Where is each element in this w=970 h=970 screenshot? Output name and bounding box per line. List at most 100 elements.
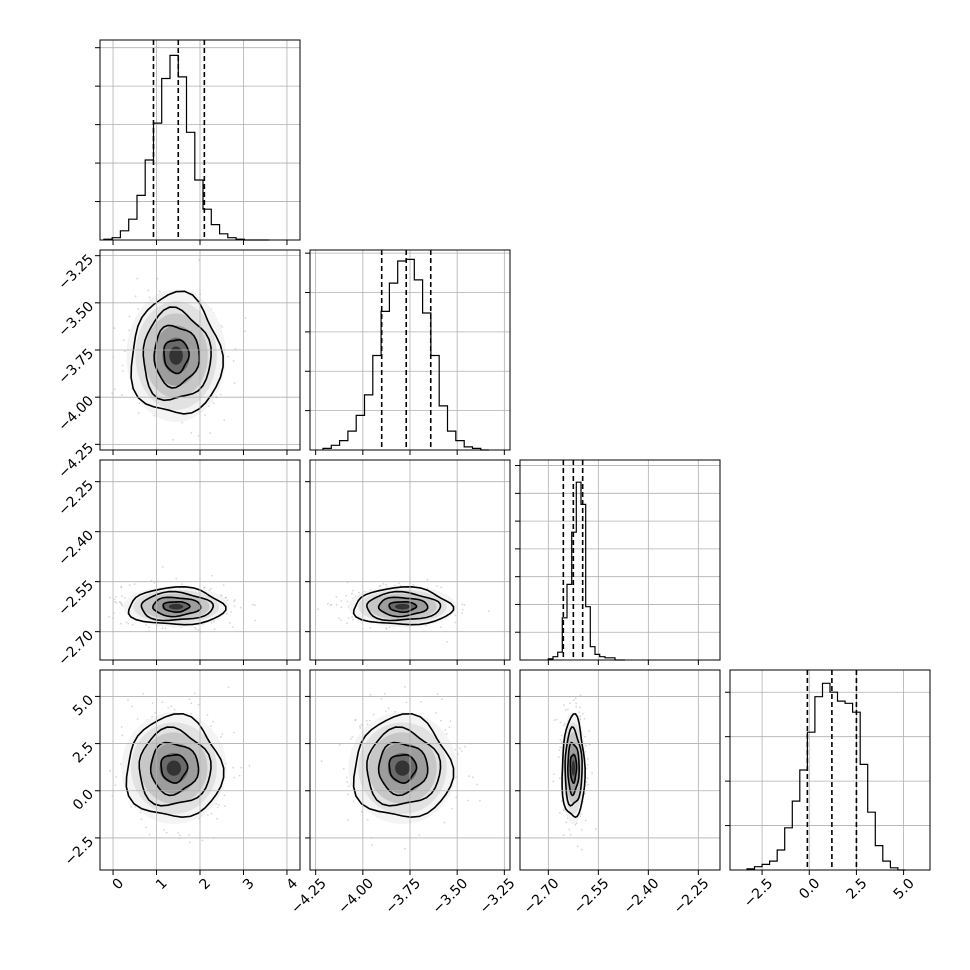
sample-point — [150, 579, 153, 582]
gridlines — [100, 40, 300, 240]
sample-point — [342, 767, 345, 770]
sample-point — [120, 601, 122, 604]
sample-point — [488, 610, 490, 612]
contour-level-1 — [561, 712, 586, 819]
contour-level-4 — [388, 601, 418, 614]
sample-point — [158, 290, 161, 293]
sample-point — [587, 783, 589, 786]
sample-point — [130, 806, 133, 808]
sample-point — [320, 760, 323, 763]
sample-point — [371, 844, 373, 846]
sample-point — [553, 719, 556, 722]
axes-frame — [519, 669, 721, 871]
sample-point — [584, 819, 587, 822]
sample-point — [585, 780, 588, 783]
sample-point — [369, 719, 371, 722]
contour-level-2 — [140, 590, 215, 622]
contour-level-3 — [377, 596, 429, 618]
sample-point — [181, 583, 183, 585]
sample-point — [575, 702, 578, 705]
sample-point — [435, 712, 438, 714]
x-tick-label: 2 — [197, 876, 215, 894]
joint-plot-area — [100, 460, 300, 660]
sample-point — [464, 745, 466, 748]
sample-point — [194, 628, 197, 630]
sample-point — [161, 701, 164, 704]
sample-point — [420, 701, 422, 703]
sample-point — [563, 704, 565, 707]
density-level — [166, 760, 182, 776]
joint-panel-2-3 — [305, 459, 511, 665]
density-level — [571, 760, 576, 776]
contour-level-4 — [163, 339, 190, 375]
sample-point — [340, 600, 343, 602]
sample-point — [172, 438, 175, 441]
sample-point — [405, 701, 408, 704]
sample-point — [233, 600, 235, 603]
sample-point — [559, 738, 562, 741]
sample-point — [227, 686, 230, 689]
sample-point — [240, 766, 243, 769]
sample-point — [123, 597, 126, 599]
sample-point — [197, 434, 200, 437]
contour-level-4 — [162, 601, 191, 614]
sample-point — [329, 604, 332, 607]
sample-point — [461, 612, 463, 614]
sample-point — [404, 847, 406, 850]
x-tick-label: −4.00 — [335, 875, 377, 917]
sample-point — [145, 624, 148, 626]
sample-point — [562, 724, 565, 727]
density-level — [395, 603, 410, 610]
sample-point — [234, 599, 237, 601]
sample-point — [564, 709, 567, 711]
sample-point — [113, 327, 116, 329]
sample-point — [161, 566, 164, 568]
sample-point — [213, 628, 216, 630]
sample-point — [212, 720, 214, 723]
sample-point — [476, 783, 479, 786]
sample-point — [209, 432, 212, 434]
joint-panel-3-4 — [515, 669, 721, 875]
sample-point — [586, 777, 589, 780]
sample-point — [167, 706, 170, 709]
contour-level-1 — [127, 585, 227, 626]
y-tick-label: −3.75 — [55, 346, 97, 388]
sample-point — [190, 712, 193, 715]
sample-point — [212, 402, 215, 405]
sample-point — [239, 606, 242, 609]
sample-point — [588, 730, 591, 732]
sample-point — [164, 627, 167, 630]
sample-point — [351, 589, 354, 592]
sample-point — [136, 277, 139, 280]
sample-point — [557, 756, 560, 759]
sample-point — [345, 594, 348, 597]
sample-point — [562, 834, 565, 836]
sample-point — [587, 757, 589, 760]
sample-point — [138, 402, 141, 405]
sample-point — [459, 747, 461, 750]
joint-panel-1-2 — [95, 249, 301, 455]
sample-point — [468, 775, 470, 778]
sample-point — [351, 616, 353, 618]
y-tick-label: −2.40 — [55, 527, 97, 569]
sample-point — [335, 603, 338, 606]
y-tick-label: −3.25 — [55, 251, 97, 293]
sample-point — [567, 708, 569, 711]
sample-point — [352, 618, 354, 621]
sample-point — [220, 594, 222, 597]
sample-point — [119, 763, 122, 765]
sample-point — [233, 731, 236, 734]
sample-point — [137, 412, 140, 415]
sample-point — [115, 595, 117, 598]
sample-point — [454, 621, 457, 624]
gridlines — [520, 670, 720, 870]
sample-point — [154, 712, 157, 714]
contour-level-2 — [564, 726, 583, 807]
joint-plot-area — [310, 670, 510, 870]
sample-point — [198, 817, 201, 820]
marginal-panel-1 — [95, 39, 301, 245]
sample-point — [472, 776, 474, 779]
sample-point — [109, 596, 111, 599]
sample-point — [569, 702, 571, 705]
sample-point — [208, 589, 211, 592]
